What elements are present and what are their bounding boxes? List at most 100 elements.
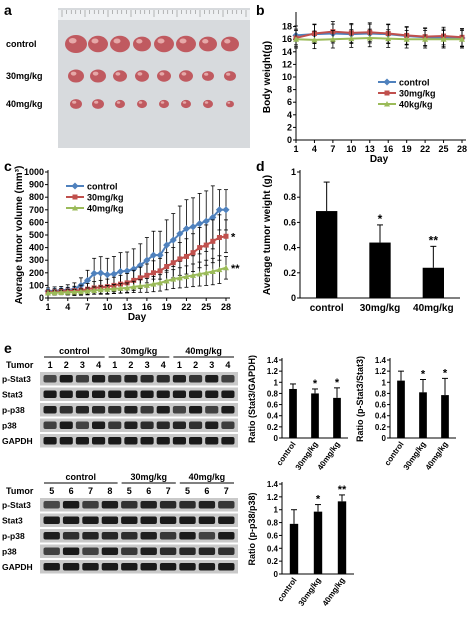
significance-mark: **: [429, 233, 439, 247]
blot-band: [108, 406, 122, 414]
blot-strip: [40, 387, 238, 401]
data-point: [90, 269, 98, 277]
blot-band: [59, 406, 73, 414]
blot-band: [43, 547, 60, 555]
data-point: [71, 288, 78, 295]
x-tick-label: 19: [402, 144, 412, 154]
x-tick-label: 19: [162, 302, 172, 312]
blot-band: [124, 390, 138, 398]
tumor-sample: [65, 34, 87, 54]
tumor-highlight: [204, 72, 209, 76]
tumor-highlight: [91, 38, 99, 44]
blot-band: [43, 421, 57, 429]
blot-band: [140, 501, 157, 509]
category-label: 40mg/kg: [413, 303, 454, 314]
blot-band: [140, 516, 157, 524]
data-point: [117, 285, 124, 291]
data-point: [130, 265, 138, 273]
blot-band: [92, 390, 106, 398]
data-point: [110, 285, 117, 292]
x-tick-label: 13: [365, 144, 375, 154]
y-tick-label: 0.2: [375, 423, 387, 432]
data-point: [97, 269, 105, 277]
y-tick-label: 1.4: [375, 356, 387, 365]
blot-band: [43, 390, 57, 398]
y-tick-label: 8: [287, 85, 292, 95]
blot-band: [189, 390, 203, 398]
data-point: [196, 271, 203, 277]
blot-band: [140, 563, 157, 571]
blot-band: [75, 421, 89, 429]
blot-band: [205, 406, 219, 414]
data-point: [156, 251, 164, 259]
tumor-volume-chart: 0 100 200 300 400 500 600 700 800 900 1000 1 4 7 10 13 1…: [14, 166, 240, 323]
data-point: [176, 230, 184, 238]
x-tick-label: 22: [181, 302, 191, 312]
tumor-highlight: [204, 101, 209, 104]
blot-row-label: p38: [2, 421, 17, 431]
bar: [313, 511, 323, 574]
bar: [397, 380, 405, 438]
tumor-highlight: [115, 72, 121, 76]
data-point: [91, 287, 98, 293]
category-label: 40mg/kg: [316, 440, 342, 472]
blot-band: [218, 563, 235, 571]
blot-strip: [40, 434, 238, 448]
y-tick-label: 0.8: [267, 519, 279, 528]
significance-mark: *: [378, 212, 383, 226]
blot-band: [198, 501, 216, 509]
y-tick-label: 16: [282, 34, 292, 44]
blot-band: [59, 421, 73, 429]
blot-band: [156, 437, 170, 445]
blot-band: [179, 532, 196, 540]
x-tick-label: 25: [201, 302, 211, 312]
y-tick-label: 0: [39, 293, 44, 303]
tumor-sample: [226, 100, 234, 108]
tumor-highlight: [92, 71, 99, 76]
data-point: [209, 268, 216, 275]
x-tick-label: 1: [45, 302, 50, 312]
y-axis-label: Average tumor volume (mm³): [14, 166, 25, 305]
data-point: [197, 245, 203, 251]
data-point: [45, 289, 51, 296]
data-point: [459, 36, 465, 42]
y-tick-label: 0.6: [283, 217, 296, 227]
category-label: control: [310, 303, 344, 314]
tumor-sample: [137, 99, 147, 109]
bar: [337, 501, 347, 574]
blot-band: [108, 375, 122, 383]
blot-band: [82, 547, 99, 555]
blot-band: [156, 406, 170, 414]
bar: [289, 388, 297, 438]
lane-label: 6: [204, 486, 209, 496]
tumor-sample: [221, 36, 239, 52]
blot-band: [121, 532, 138, 540]
blot-band: [179, 501, 196, 509]
blot-band: [221, 437, 235, 445]
blot-band: [101, 563, 119, 571]
data-point: [124, 284, 131, 291]
x-tick-label: 10: [102, 302, 112, 312]
blot-band: [62, 501, 80, 509]
blot-band: [121, 547, 138, 555]
data-point: [169, 236, 177, 244]
y-tick-label: 10: [282, 72, 292, 82]
y-tick-label: 300: [29, 255, 44, 265]
data-point: [123, 267, 131, 275]
blot-band: [179, 563, 196, 571]
data-point: [97, 286, 104, 293]
x-tick-label: 16: [383, 144, 393, 154]
blot-band: [82, 532, 99, 540]
blot-band: [101, 532, 119, 540]
series-line-1: [47, 235, 227, 294]
tumor-sample: [90, 69, 106, 83]
blot-band: [218, 501, 235, 509]
data-point: [223, 264, 229, 271]
blot-row-label: GAPDH: [2, 436, 33, 446]
panel-letter-e: e: [4, 340, 12, 356]
blot-row-label: p-Stat3: [2, 374, 31, 384]
y-tick-label: 0: [287, 135, 292, 145]
tumor-highlight: [116, 101, 121, 104]
